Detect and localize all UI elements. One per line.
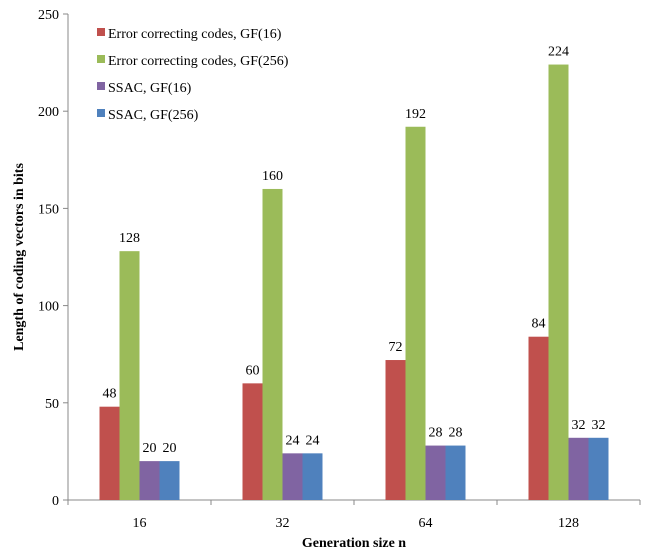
data-label: 48 <box>103 387 117 402</box>
bar <box>385 360 406 500</box>
y-tick-label: 100 <box>38 300 59 315</box>
data-label: 128 <box>119 231 140 246</box>
data-label: 192 <box>405 107 426 122</box>
bar <box>548 64 569 500</box>
bar <box>159 461 180 500</box>
bar <box>425 445 446 500</box>
bar <box>405 126 426 500</box>
data-label: 28 <box>449 426 463 441</box>
data-label: 32 <box>572 418 586 433</box>
x-axis-title: Generation size n <box>302 536 406 551</box>
legend-swatch <box>97 28 105 36</box>
bar <box>119 251 140 500</box>
legend: Error correcting codes, GF(16) Error corr… <box>97 27 289 123</box>
bar <box>568 437 589 500</box>
bar <box>588 437 609 500</box>
bar <box>282 453 303 500</box>
bar <box>99 406 120 500</box>
x-tick-label: 32 <box>276 516 290 531</box>
data-labels-group: 48 128 20 20 60 160 24 24 72 192 28 28 84 224 32 32 <box>103 45 606 457</box>
bar <box>302 453 323 500</box>
legend-label: Error correcting codes, GF(16) <box>108 27 282 42</box>
bar <box>445 445 466 500</box>
bars-group <box>99 64 609 500</box>
legend-swatch <box>97 55 105 63</box>
legend-swatch <box>97 109 105 117</box>
x-tick-label: 128 <box>558 516 579 531</box>
data-label: 24 <box>306 433 320 448</box>
y-tick-label: 50 <box>45 397 59 412</box>
x-tick-label: 16 <box>133 516 147 531</box>
bar <box>242 383 263 500</box>
y-tick-label: 250 <box>38 8 59 23</box>
y-tick-label: 150 <box>38 202 59 217</box>
plot-area: 0 50 100 150 200 250 16 32 64 128 <box>38 8 641 531</box>
legend-label: SSAC, GF(256) <box>108 108 199 123</box>
y-tick-label: 0 <box>52 494 59 509</box>
legend-label: Error correcting codes, GF(256) <box>108 54 289 69</box>
data-label: 20 <box>163 441 177 456</box>
y-tick-label: 200 <box>38 105 59 120</box>
bar <box>262 188 283 500</box>
y-axis-title: Length of coding vectors in bits <box>12 163 27 351</box>
data-label: 160 <box>262 169 283 184</box>
legend-swatch <box>97 82 105 90</box>
bar <box>528 336 549 500</box>
data-label: 24 <box>286 433 300 448</box>
data-label: 20 <box>143 441 157 456</box>
legend-label: SSAC, GF(16) <box>108 81 192 96</box>
data-label: 28 <box>429 426 443 441</box>
data-label: 32 <box>592 418 606 433</box>
data-label: 84 <box>532 317 546 332</box>
x-tick-label: 64 <box>419 516 433 531</box>
data-label: 72 <box>389 340 403 355</box>
data-label: 224 <box>548 45 569 60</box>
data-label: 60 <box>246 363 260 378</box>
bar <box>139 461 160 500</box>
